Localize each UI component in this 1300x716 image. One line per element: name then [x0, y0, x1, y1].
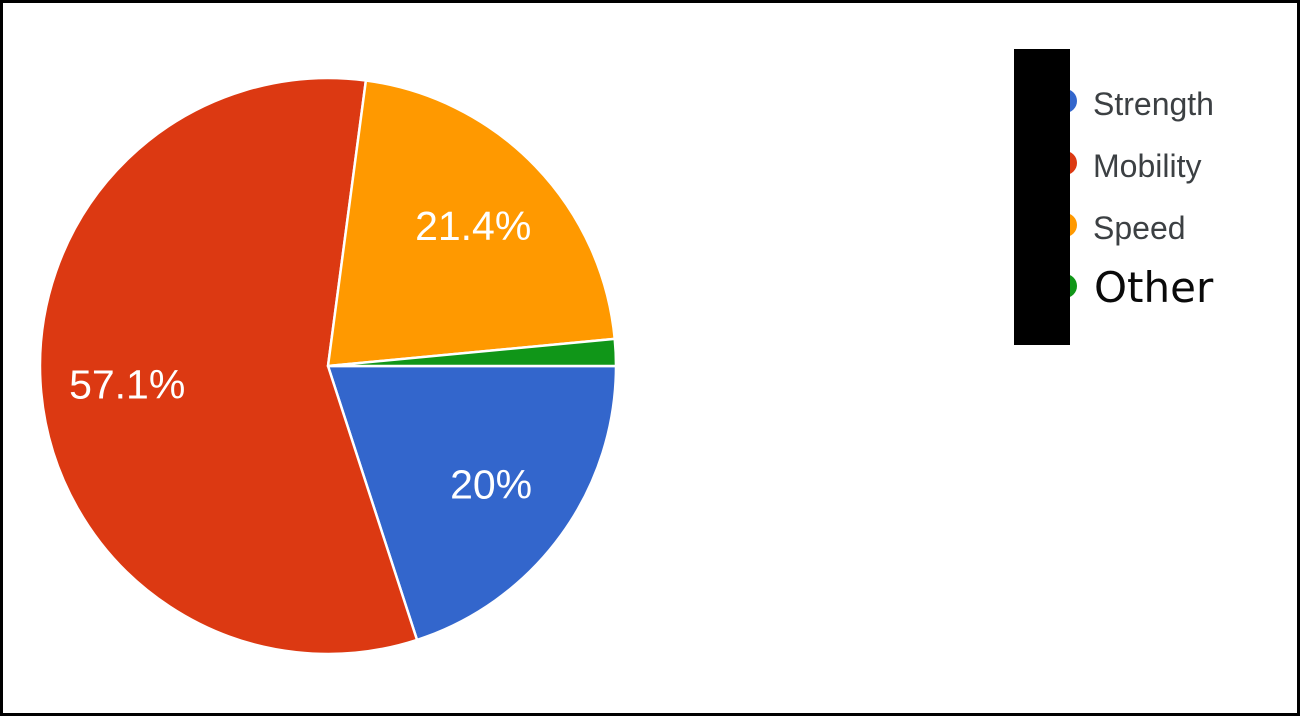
slice-label-mobility: 57.1%: [69, 361, 185, 407]
legend-item-speed[interactable]: Speed: [1093, 210, 1186, 246]
slice-label-speed: 21.4%: [415, 203, 531, 249]
redaction-box: [1014, 49, 1070, 345]
legend-item-other[interactable]: Other: [1094, 263, 1214, 312]
legend-item-mobility[interactable]: Mobility: [1093, 148, 1202, 184]
pie-slice-mobility[interactable]: [38, 76, 419, 656]
pie-slice-other[interactable]: [326, 337, 618, 368]
pie-chart: 20% 57.1% 21.4%: [38, 76, 618, 656]
legend-item-strength[interactable]: Strength: [1093, 86, 1214, 122]
pie-slice-speed[interactable]: [326, 79, 616, 368]
pie-slice-strength[interactable]: [326, 364, 618, 642]
slice-label-strength: 20%: [450, 462, 532, 508]
